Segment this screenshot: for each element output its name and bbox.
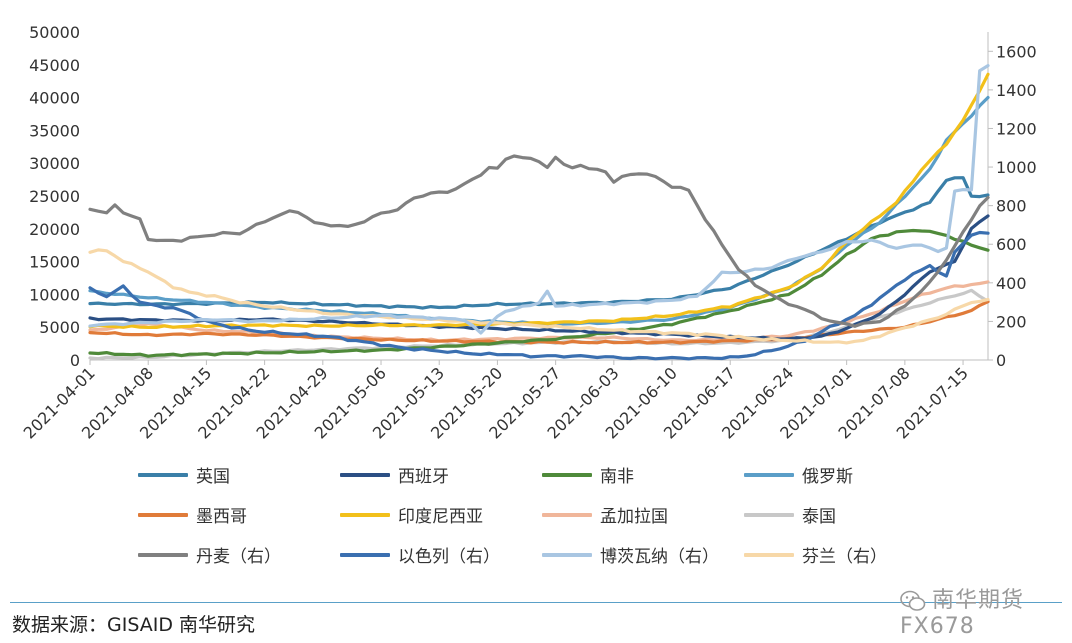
legend-swatch: [542, 512, 592, 517]
series-line: [88, 230, 990, 361]
series-line: [88, 95, 990, 326]
left-axis-tick-label: 20000: [29, 220, 80, 239]
legend-item: 西班牙: [340, 462, 449, 487]
right-axis-tick-label: 600: [996, 235, 1027, 254]
legend-item: 孟加拉国: [542, 502, 668, 527]
legend-label: 博茨瓦纳（右）: [600, 547, 719, 567]
series-line: [88, 248, 990, 345]
left-axis-ticks: 0 5000 10000 15000 20000 25000 30000 35000 40000…: [29, 23, 80, 370]
legend-swatch: [340, 512, 390, 517]
watermark: 南华期货 FX678: [900, 582, 1072, 639]
legend-item: 泰国: [744, 502, 836, 527]
legend-swatch: [542, 472, 592, 477]
right-axis-ticks: 0 200 400 600 800 1000 1200 1400 1600: [988, 42, 1037, 370]
right-axis-tick-label: 800: [996, 197, 1027, 216]
left-axis-tick-label: 15000: [29, 253, 80, 272]
legend-swatch: [542, 552, 592, 557]
left-axis-tick-label: 50000: [29, 23, 80, 42]
legend-item: 英国: [138, 462, 230, 487]
left-axis-tick-label: 40000: [29, 89, 80, 108]
legend-label: 西班牙: [398, 467, 449, 487]
right-axis-tick-label: 1600: [996, 42, 1037, 61]
legend-item: 俄罗斯: [744, 462, 853, 487]
series-line: [88, 63, 990, 335]
legend-item: 丹麦（右）: [138, 542, 281, 567]
left-axis-tick-label: 10000: [29, 285, 80, 304]
legend-swatch: [138, 552, 188, 557]
legend-label: 泰国: [802, 507, 836, 527]
legend-swatch: [340, 552, 390, 557]
legend-swatch: [340, 472, 390, 477]
legend-label: 丹麦（右）: [196, 547, 281, 567]
series-line: [88, 72, 990, 329]
legend-label: 墨西哥: [196, 507, 247, 527]
legend-label: 以色列（右）: [398, 547, 500, 567]
left-axis-tick-label: 5000: [39, 318, 80, 337]
legend-swatch: [744, 512, 794, 517]
legend-swatch: [138, 472, 188, 477]
footer-divider: [10, 602, 1062, 603]
right-axis-tick-label: 1000: [996, 158, 1037, 177]
left-axis-tick-label: 30000: [29, 154, 80, 173]
right-axis-tick-label: 1400: [996, 81, 1037, 100]
legend-label: 芬兰（右）: [802, 547, 887, 567]
chart-lines: [88, 63, 990, 361]
left-axis-tick-label: 35000: [29, 121, 80, 140]
legend-label: 印度尼西亚: [398, 507, 483, 527]
series-line: [88, 154, 990, 328]
chart-svg: 0500010000150002000025000300003500040000…: [20, 23, 1037, 443]
right-axis-tick-label: 400: [996, 274, 1027, 293]
legend-item: 芬兰（右）: [744, 542, 887, 567]
left-axis-tick-label: 25000: [29, 187, 80, 206]
legend-swatch: [138, 512, 188, 517]
chart-axes: [89, 32, 989, 365]
right-axis-tick-label: 200: [996, 312, 1027, 331]
legend-item: 墨西哥: [138, 502, 247, 527]
legend-item: 博茨瓦纳（右）: [542, 542, 719, 567]
series-line: [88, 300, 990, 345]
left-axis-tick-label: 45000: [29, 56, 80, 75]
x-axis-ticks: 2021-04-012021-04-082021-04-152021-04-22…: [20, 363, 972, 442]
right-axis-tick-label: 0: [996, 351, 1006, 370]
watermark-text: 南华期货 FX678: [900, 588, 1025, 639]
legend-label: 孟加拉国: [600, 507, 668, 527]
legend-item: 印度尼西亚: [340, 502, 483, 527]
legend-swatch: [744, 552, 794, 557]
left-axis-tick-label: 0: [70, 351, 80, 370]
source-note: 数据来源：GISAID 南华研究: [12, 614, 256, 636]
legend-label: 俄罗斯: [802, 467, 853, 487]
wechat-logo-icon: [900, 590, 926, 611]
legend-item: 以色列（右）: [340, 542, 500, 567]
legend-item: 南非: [542, 462, 634, 487]
series-line: [88, 228, 990, 358]
legend-label: 英国: [196, 467, 230, 487]
legend-label: 南非: [600, 467, 634, 487]
right-axis-tick-label: 1200: [996, 119, 1037, 138]
legend-swatch: [744, 472, 794, 477]
